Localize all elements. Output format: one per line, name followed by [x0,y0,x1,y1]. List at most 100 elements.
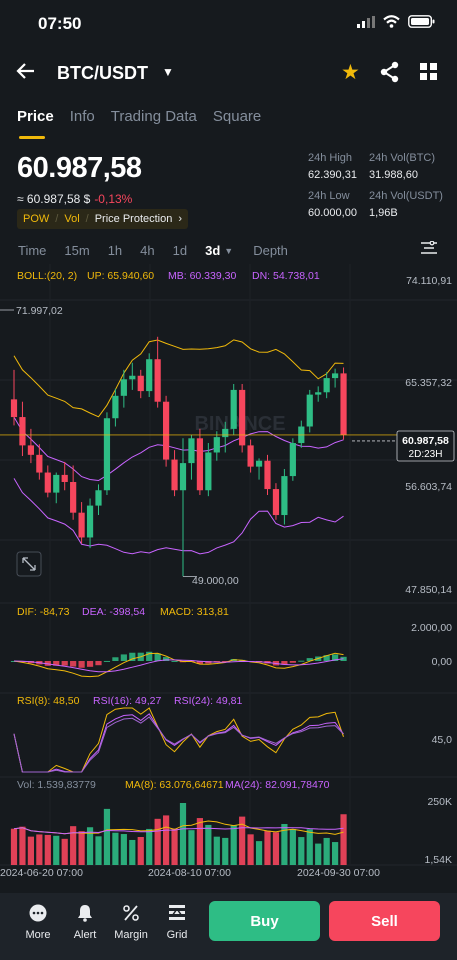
margin-button[interactable]: Margin [111,902,151,941]
chart-settings-icon[interactable] [421,240,437,258]
boll-dn: DN: 54.738,01 [252,270,320,282]
tf-dropdown-icon[interactable]: ▼ [224,245,234,256]
vol-axis-top: 250K [427,796,452,808]
tf-depth[interactable]: Depth [253,243,288,258]
candle-body [19,417,26,446]
date-label-3: 2024-09-30 07:00 [297,867,380,879]
volume-bar [188,830,195,865]
macd-pane [10,651,347,678]
candle-body [112,395,119,419]
pair-dropdown-icon[interactable]: ▼ [162,65,174,79]
macd-histogram-bar [196,661,203,664]
candle-body [10,399,18,418]
volume-bar [146,828,153,865]
candle-body [78,512,85,538]
volume-bar [44,834,51,865]
tf-3d[interactable]: 3d [205,243,221,258]
macd-histogram-bar [154,653,161,661]
macd-axis-mid: 0,00 [432,656,453,668]
rsi-pane [13,707,344,773]
volume-bar [247,834,254,865]
main-overlay [0,309,397,577]
macd-histogram-bar [103,660,111,662]
candle-body [332,373,339,379]
candle-body [188,438,195,464]
volume-bar [281,823,288,865]
date-label-2: 2024-08-10 07:00 [148,867,231,879]
tab-trading-data[interactable]: Trading Data [110,108,197,125]
volume-bar [205,824,212,865]
macd-histogram-bar [112,657,119,661]
tf-4h[interactable]: 4h [140,243,155,258]
tag-price-protection: Price Protection [94,213,173,225]
pair-title[interactable]: BTC/USDT [57,63,148,83]
macd-histogram-bar [323,655,330,661]
macd-histogram-bar [95,661,102,666]
macd-dea: DEA: -398,54 [82,606,145,618]
grid-button[interactable]: Grid [157,902,197,941]
fiat-price: ≈ 60.987,58 $ [17,192,91,206]
candle-body [289,443,296,477]
layout-grid-icon[interactable] [420,63,437,85]
macd-histogram-bar [281,661,288,665]
volume-bar [332,842,339,865]
low-label: 24h Low [308,190,350,202]
last-price: 60.987,58 [17,152,142,184]
expand-icon[interactable] [16,551,42,577]
vol-usdt-value: 1,96B [369,207,398,219]
tf-1h[interactable]: 1h [107,243,123,258]
status-bar: 07:50 [0,0,457,50]
volume-bar [222,837,229,865]
high-value: 62.390,31 [308,169,357,181]
volume-bar [27,836,34,865]
share-icon[interactable] [380,61,400,88]
rsi-8: RSI(8): 48,50 [17,695,80,707]
more-icon [18,902,58,924]
volume-bar [298,837,305,865]
volume-bar [163,815,170,865]
candle-body [222,428,229,438]
back-arrow-icon[interactable] [16,61,36,87]
sell-button[interactable]: Sell [329,901,440,941]
volume-bar [306,829,313,865]
candlestick-chart[interactable]: BINANCE BOLL:(20, 2) UP: 65.940,60 MB: 6… [0,264,457,880]
macd-histogram-bar [146,651,153,661]
chart-grid [0,264,457,866]
axis-price-4: 47.850,14 [405,584,452,596]
favorite-star-icon[interactable]: ★ [341,61,360,84]
volume-bar [255,841,263,865]
tf-time[interactable]: Time [18,243,47,258]
volume-bar [36,834,43,865]
candle-body [53,474,60,493]
candle-body [95,490,102,506]
tab-info[interactable]: Info [69,108,95,125]
candle-body [163,401,170,460]
volume-bar [78,831,85,865]
alert-label: Alert [73,929,97,941]
asset-tags[interactable]: POW / Vol / Price Protection › [17,209,189,229]
vol-usdt-label: 24h Vol(USDT) [369,190,443,202]
more-button[interactable]: More [18,902,58,941]
tf-15m[interactable]: 15m [64,243,90,258]
tab-square[interactable]: Square [212,108,262,125]
candle-body [179,463,187,491]
tab-price[interactable]: Price [17,108,54,139]
candle-body [196,438,203,491]
date-label-1: 2024-06-20 07:00 [0,867,83,879]
alert-button[interactable]: Alert [65,902,105,941]
candle-body [213,437,220,453]
rsi-axis: 45,0 [432,734,453,746]
candle-body [281,476,288,516]
vol-btc-value: 31.988,60 [369,169,418,181]
bollinger-bands [13,339,344,555]
tf-1d[interactable]: 1d [172,243,188,258]
boll-mb: MB: 60.339,30 [168,270,236,282]
volume-bar [230,825,237,865]
section-tabs: Price Info Trading Data Square [17,108,262,139]
price-subline: ≈ 60.987,58 $ -0,13% [17,192,132,206]
volume-bar [264,830,271,865]
candle-body [86,505,94,538]
buy-button[interactable]: Buy [209,901,320,941]
axis-price-2: 65.357,32 [405,377,452,389]
battery-icon [408,15,435,28]
